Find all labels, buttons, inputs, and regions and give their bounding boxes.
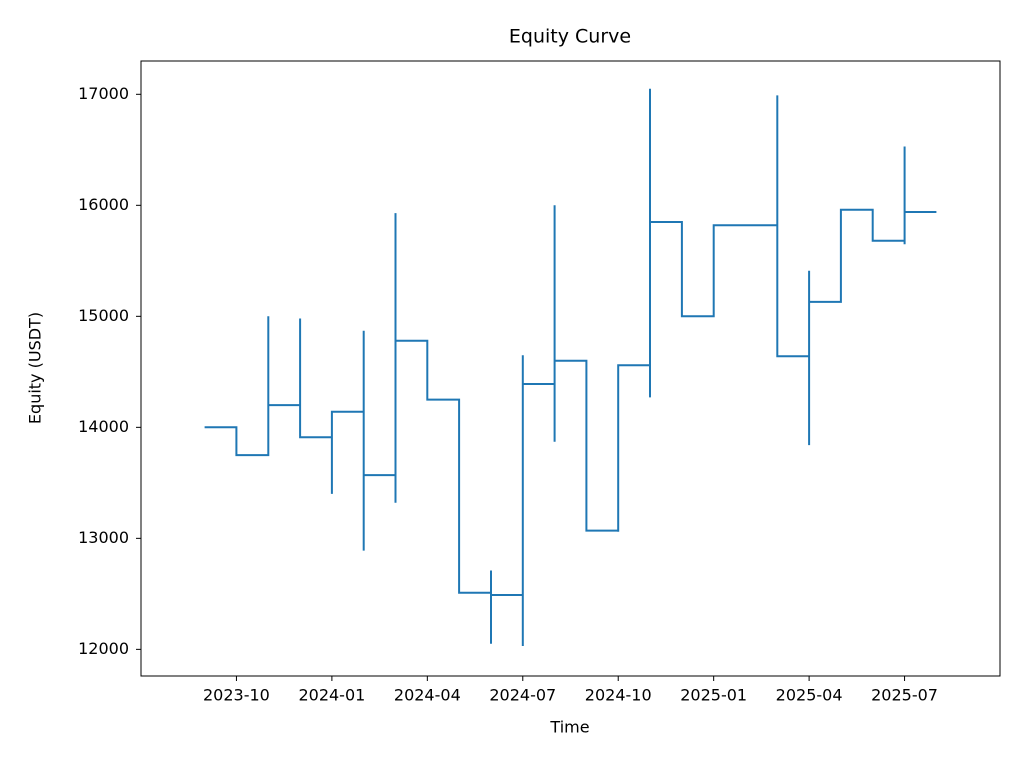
x-tick-label: 2024-10 — [585, 686, 652, 705]
x-tick-label: 2025-04 — [776, 686, 843, 705]
x-tick-label: 2025-07 — [871, 686, 938, 705]
y-tick-label: 15000 — [78, 306, 129, 325]
y-tick-label: 13000 — [78, 528, 129, 547]
x-tick-label: 2024-04 — [394, 686, 461, 705]
y-tick-label: 12000 — [78, 639, 129, 658]
chart-title: Equity Curve — [509, 26, 631, 48]
x-axis-label: Time — [549, 718, 589, 737]
plot-frame — [140, 60, 1001, 677]
y-tick-label: 14000 — [78, 417, 129, 436]
y-tick-label: 17000 — [78, 84, 129, 103]
equity-line — [204, 88, 937, 646]
x-tick-label: 2023-10 — [203, 686, 270, 705]
x-tick-label: 2024-07 — [489, 686, 556, 705]
x-tick-label: 2024-01 — [298, 686, 365, 705]
y-tick-label: 16000 — [78, 195, 129, 214]
x-tick-label: 2025-01 — [680, 686, 747, 705]
y-axis-label: Equity (USDT) — [26, 312, 45, 424]
